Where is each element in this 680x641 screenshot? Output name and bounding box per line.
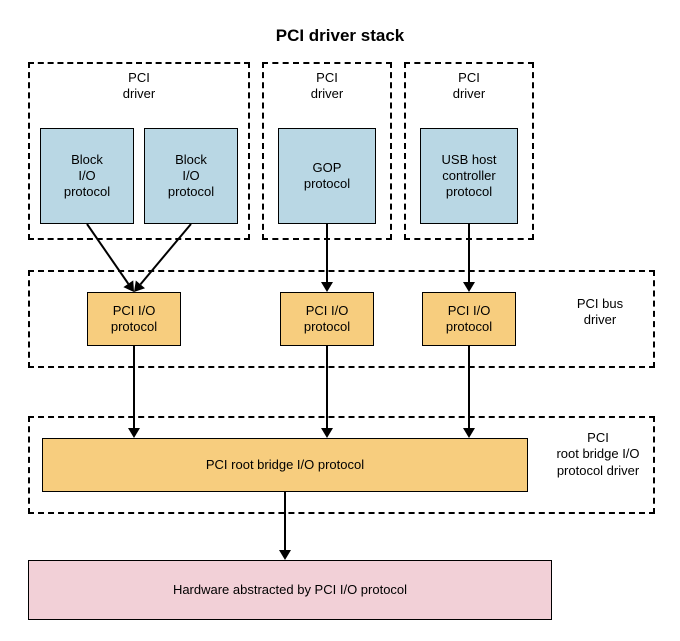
- pci-io-box-io1: PCI I/O protocol: [87, 292, 181, 346]
- protocol-box-usb: USB host controller protocol: [420, 128, 518, 224]
- diagram-stage: PCI driver stack PCI driver PCI driver PCI…: [0, 0, 680, 641]
- pci-driver-header-3: PCI driver: [404, 70, 534, 103]
- pci-io-box-io2: PCI I/O protocol: [280, 292, 374, 346]
- side-label-1: PCI bus driver: [554, 296, 646, 329]
- protocol-box-gop: GOP protocol: [278, 128, 376, 224]
- pci-io-box-io3: PCI I/O protocol: [422, 292, 516, 346]
- side-label-2: PCI root bridge I/O protocol driver: [542, 430, 654, 479]
- diagram-title: PCI driver stack: [255, 26, 425, 46]
- protocol-box-blk1: Block I/O protocol: [40, 128, 134, 224]
- protocol-box-blk2: Block I/O protocol: [144, 128, 238, 224]
- root-bridge-io-box: PCI root bridge I/O protocol: [42, 438, 528, 492]
- pci-driver-header-2: PCI driver: [262, 70, 392, 103]
- hardware-box: Hardware abstracted by PCI I/O protocol: [28, 560, 552, 620]
- pci-driver-header-1: PCI driver: [28, 70, 250, 103]
